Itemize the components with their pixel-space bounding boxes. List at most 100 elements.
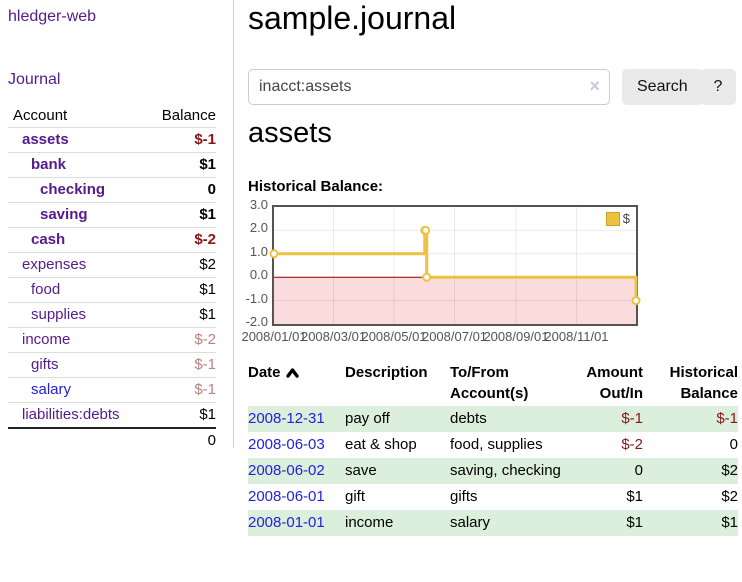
legend-swatch-icon	[605, 211, 620, 226]
account-link-saving[interactable]: saving	[40, 206, 88, 223]
account-link-assets[interactable]: assets	[22, 131, 69, 148]
register-balance: $-1	[716, 410, 738, 427]
register-header-date[interactable]: Date	[248, 360, 345, 406]
account-row: bank $1	[8, 152, 216, 178]
account-row: expenses $2	[8, 252, 216, 278]
accounts-header-row: Account Balance	[8, 104, 216, 128]
data-point-marker	[631, 296, 641, 306]
y-tick-label: 3.0	[249, 197, 268, 212]
register-description: save	[345, 462, 377, 479]
account-balance: $2	[199, 256, 216, 273]
account-row: cash $-2	[8, 227, 216, 253]
account-link-salary[interactable]: salary	[31, 381, 72, 398]
x-tick-label: 2008/07/01	[421, 329, 488, 344]
register-header-balance: Historical Balance	[669, 364, 738, 402]
register-date-link[interactable]: 2008-01-01	[248, 514, 325, 531]
account-link-checking[interactable]: checking	[40, 181, 106, 198]
y-tick-label: -1.0	[245, 290, 268, 306]
accounts-table-body: assets $-1 bank $1 checking 0 saving $1 cash $-2 e…	[8, 127, 216, 429]
y-tick-label: 1.0	[249, 243, 268, 259]
account-row: saving $1	[8, 202, 216, 228]
y-tick-label: 0.0	[249, 267, 268, 283]
account-link-income[interactable]: income	[22, 331, 71, 348]
register-date-link[interactable]: 2008-06-03	[248, 436, 325, 453]
register-balance: $2	[721, 462, 738, 479]
register-accounts: debts	[450, 410, 487, 427]
account-link-bank[interactable]: bank	[31, 156, 67, 173]
sort-ascending-icon	[285, 368, 299, 378]
data-point-marker	[421, 225, 431, 235]
accounts-total-row: 0	[8, 427, 216, 453]
account-row: checking 0	[8, 177, 216, 203]
register-accounts: salary	[450, 514, 491, 531]
register-accounts: gifts	[450, 488, 478, 505]
account-balance: $1	[199, 406, 216, 423]
register-amount: $-1	[621, 410, 643, 427]
account-link-liabilities-debts[interactable]: liabilities:debts	[22, 406, 120, 423]
account-heading: assets	[248, 117, 332, 149]
register-date-link[interactable]: 2008-06-01	[248, 488, 325, 505]
page-title: sample.journal	[248, 0, 457, 36]
data-point-marker	[422, 272, 432, 282]
register-amount: $-2	[621, 436, 643, 453]
balance-chart: $ 3.0 2.0 1.0 0.0 -1.0 -2.0 2008/01/01 2008/03…	[241, 197, 641, 344]
account-link-supplies[interactable]: supplies	[31, 306, 87, 323]
register-description: gift	[345, 488, 366, 505]
register-header-row: Date Description To/From Account(s) Amou…	[248, 360, 738, 406]
chart-title: Historical Balance:	[248, 178, 384, 195]
search-input[interactable]	[248, 69, 610, 105]
account-balance: $1	[199, 206, 216, 223]
y-tick-label: -2.0	[245, 314, 268, 329]
account-link-cash[interactable]: cash	[31, 231, 66, 248]
x-tick-label: 2008/01/01	[241, 329, 307, 344]
account-row: liabilities:debts $1	[8, 402, 216, 429]
account-balance: 0	[207, 181, 216, 198]
main-content: sample.journal × Search ? assets Histori…	[241, 0, 742, 582]
register-balance: 0	[729, 436, 738, 453]
search-box: ×	[248, 69, 610, 105]
register-amount: 0	[634, 462, 643, 479]
register-table: Date Description To/From Account(s) Amou…	[248, 360, 738, 536]
account-balance: $1	[199, 306, 216, 323]
account-link-gifts[interactable]: gifts	[31, 356, 59, 373]
accounts-table: Account Balance assets $-1 bank $1 checking 0…	[8, 104, 216, 453]
account-balance: $-2	[194, 231, 216, 248]
negative-region	[274, 277, 636, 324]
x-tick-label: 2008/05/01	[361, 329, 427, 344]
account-balance: $1	[199, 156, 216, 173]
account-balance: $-2	[194, 331, 216, 348]
account-balance: $-1	[194, 356, 216, 373]
search-button[interactable]: Search	[622, 69, 703, 105]
register-row: 2008-06-02 save saving, checking 0 $2	[248, 458, 738, 484]
chart-legend: $	[603, 210, 632, 227]
register-balance: $1	[721, 514, 738, 531]
register-balance: $2	[721, 488, 738, 505]
x-tick-label: 2008/03/01	[300, 329, 367, 344]
account-balance: $1	[199, 281, 216, 298]
x-tick-label: 2008/09/01	[483, 329, 549, 344]
sidebar-item-journal[interactable]: Journal	[8, 71, 61, 88]
chart-canvas	[269, 207, 641, 324]
register-date-link[interactable]: 2008-06-02	[248, 462, 325, 479]
register-header-description: Description	[345, 364, 428, 381]
register-row: 2008-06-03 eat & shop food, supplies $-2 0	[248, 432, 738, 458]
register-accounts: food, supplies	[450, 436, 543, 453]
account-row: salary $-1	[8, 377, 216, 403]
account-link-expenses[interactable]: expenses	[22, 256, 87, 273]
register-header-date-label: Date	[248, 364, 281, 381]
account-row: food $1	[8, 277, 216, 303]
help-button[interactable]: ?	[700, 69, 736, 105]
register-description: pay off	[345, 410, 390, 427]
register-date-link[interactable]: 2008-12-31	[248, 410, 325, 427]
app-title-link[interactable]: hledger-web	[8, 8, 97, 25]
register-header-amount: Amount Out/In	[586, 364, 643, 402]
legend-label: $	[622, 211, 630, 226]
account-row: supplies $1	[8, 302, 216, 328]
register-table-body: 2008-12-31 pay off debts $-1 $-1 2008-06-03 ea…	[248, 406, 738, 536]
x-tick-label: 2008/11/01	[544, 329, 609, 344]
clear-search-icon[interactable]: ×	[589, 76, 600, 96]
account-row: assets $-1	[8, 127, 216, 153]
account-row: income $-2	[8, 327, 216, 353]
register-description: income	[345, 514, 394, 531]
account-link-food[interactable]: food	[31, 281, 61, 298]
